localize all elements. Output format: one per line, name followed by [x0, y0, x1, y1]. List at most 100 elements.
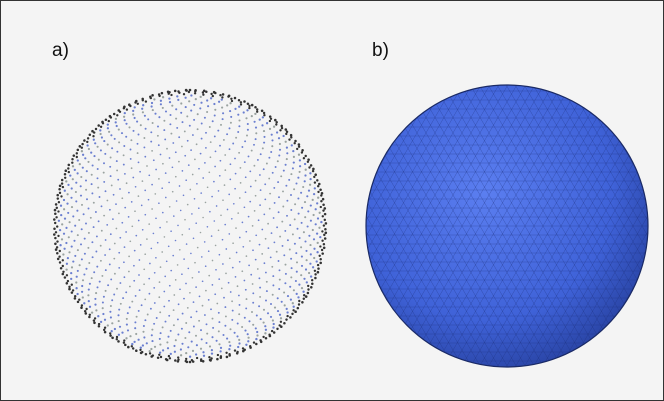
- point: [71, 291, 74, 294]
- point: [313, 248, 315, 250]
- point: [225, 248, 227, 250]
- point: [299, 171, 301, 173]
- point: [246, 135, 248, 137]
- point: [170, 353, 172, 355]
- point: [183, 93, 185, 95]
- point: [128, 216, 130, 218]
- point: [201, 123, 203, 125]
- point: [166, 341, 168, 343]
- point: [144, 253, 146, 255]
- point: [188, 164, 190, 166]
- point: [312, 229, 314, 231]
- point: [250, 274, 252, 276]
- point: [109, 332, 111, 334]
- point: [117, 314, 119, 316]
- point: [274, 119, 277, 122]
- point: [244, 280, 246, 282]
- point: [88, 208, 90, 210]
- point: [149, 263, 151, 265]
- point: [198, 320, 200, 322]
- point: [62, 259, 64, 261]
- point: [255, 338, 257, 340]
- point: [218, 101, 220, 103]
- point: [67, 167, 69, 169]
- point: [177, 318, 179, 320]
- point: [285, 185, 287, 187]
- point: [325, 232, 328, 235]
- point: [312, 168, 315, 171]
- point: [264, 325, 266, 327]
- point: [124, 246, 126, 248]
- point: [237, 114, 239, 116]
- point: [257, 159, 259, 161]
- point: [270, 118, 272, 120]
- point: [323, 234, 325, 236]
- point: [249, 171, 251, 173]
- point: [237, 323, 239, 325]
- point: [140, 244, 142, 246]
- point: [268, 157, 270, 159]
- point: [101, 205, 103, 207]
- point: [91, 183, 93, 185]
- point: [297, 228, 299, 230]
- point: [56, 225, 58, 227]
- point: [142, 99, 144, 101]
- point: [116, 151, 118, 153]
- point: [255, 327, 257, 329]
- point: [104, 254, 106, 256]
- point: [240, 101, 242, 103]
- point: [263, 214, 265, 216]
- point: [77, 301, 80, 304]
- point: [304, 155, 306, 157]
- point: [86, 141, 88, 143]
- point: [205, 90, 208, 93]
- point: [55, 216, 57, 218]
- point: [214, 135, 216, 137]
- point: [298, 213, 300, 215]
- point: [163, 291, 165, 293]
- point: [283, 322, 286, 325]
- point: [93, 155, 95, 157]
- point: [204, 162, 206, 164]
- point: [196, 143, 198, 145]
- point: [230, 291, 232, 293]
- point: [260, 341, 263, 344]
- point: [190, 94, 192, 96]
- point: [83, 139, 86, 142]
- point: [245, 117, 247, 119]
- point: [263, 309, 265, 311]
- point: [63, 248, 65, 250]
- point: [222, 239, 224, 241]
- point: [301, 149, 304, 152]
- point: [123, 341, 125, 343]
- point: [56, 194, 59, 197]
- point: [61, 238, 63, 240]
- point: [159, 311, 161, 313]
- point: [168, 300, 170, 302]
- point: [268, 247, 270, 249]
- point: [290, 276, 292, 278]
- point: [91, 174, 93, 176]
- point: [97, 177, 99, 179]
- point: [165, 321, 167, 323]
- point: [239, 237, 241, 239]
- point: [220, 356, 223, 359]
- point: [279, 314, 281, 316]
- point: [319, 212, 321, 214]
- point: [103, 172, 105, 174]
- point: [219, 94, 221, 96]
- point: [282, 190, 284, 192]
- point: [150, 355, 153, 358]
- point: [317, 197, 319, 199]
- point: [273, 217, 275, 219]
- point: [107, 144, 109, 146]
- point: [273, 187, 275, 189]
- point: [86, 198, 88, 200]
- point: [189, 361, 192, 364]
- point: [319, 255, 321, 257]
- point: [314, 270, 316, 272]
- point: [159, 344, 161, 346]
- point: [165, 110, 167, 112]
- point: [138, 274, 140, 276]
- point: [135, 349, 138, 352]
